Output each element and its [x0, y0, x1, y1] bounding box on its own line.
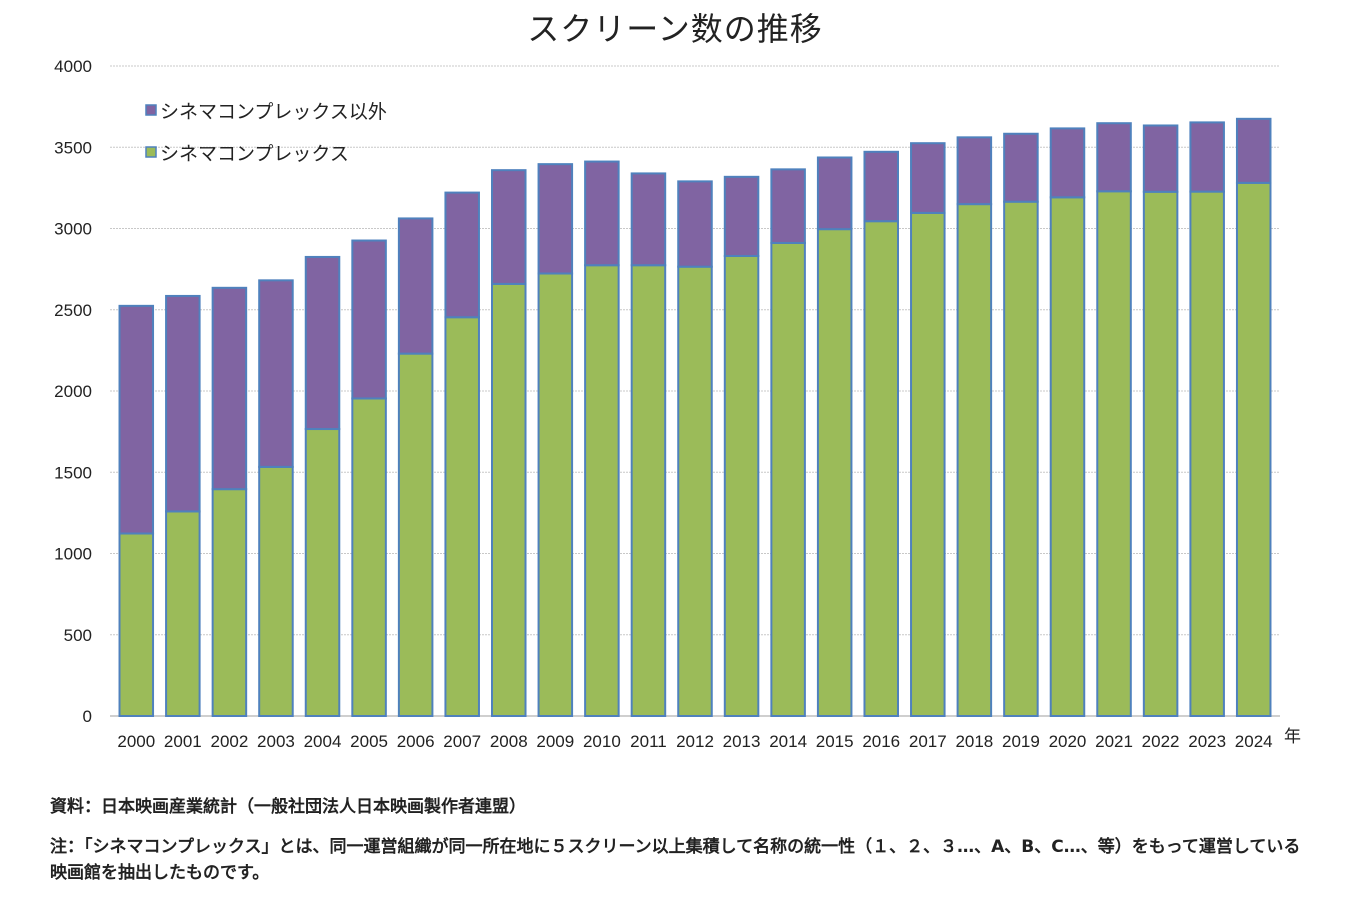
bar-segment — [1142, 190, 1179, 717]
bar-segment — [630, 172, 667, 267]
bar-segment — [910, 142, 946, 214]
x-tick-label: 2001 — [164, 732, 202, 751]
bar-segment — [723, 175, 760, 257]
x-tick-label: 2013 — [723, 732, 761, 751]
bar-segment — [258, 279, 294, 468]
x-tick-label: 2014 — [769, 732, 807, 751]
bar-segment — [1003, 200, 1039, 717]
legend-label: シネマコンプレックス — [160, 143, 349, 165]
bar-segment — [165, 510, 201, 717]
bar-segment — [770, 168, 806, 244]
y-tick-label: 4000 — [54, 57, 92, 76]
x-tick-label: 2017 — [909, 732, 947, 751]
x-tick-label: 2020 — [1049, 732, 1087, 751]
bar-segment — [1049, 196, 1086, 718]
bar-segment — [863, 220, 900, 717]
bar-segment — [537, 272, 574, 717]
bar-segment — [863, 150, 900, 223]
x-tick-label: 2024 — [1235, 732, 1273, 751]
x-tick-label: 2006 — [397, 732, 435, 751]
legend-swatch — [145, 104, 157, 116]
y-tick-label: 1500 — [54, 463, 92, 482]
x-tick-label: 2000 — [117, 732, 155, 751]
y-tick-label: 1000 — [54, 545, 92, 564]
bar-segment — [1235, 117, 1272, 184]
bar-segment — [351, 397, 387, 717]
x-tick-label: 2002 — [210, 732, 248, 751]
bar-segment — [910, 211, 946, 717]
bar-segment — [118, 532, 155, 718]
legend-swatch — [145, 146, 157, 158]
x-tick-label: 2010 — [583, 732, 621, 751]
x-tick-label: 2009 — [536, 732, 574, 751]
bar-segment — [1096, 122, 1132, 193]
x-tick-label: 2012 — [676, 732, 714, 751]
x-tick-label: 2011 — [630, 732, 667, 751]
y-tick-label: 500 — [64, 626, 92, 645]
bar-segment — [537, 163, 574, 275]
bar-segment — [630, 264, 667, 717]
bar-segment — [258, 465, 294, 718]
bar-segment — [677, 180, 713, 268]
x-tick-label: 2018 — [955, 732, 993, 751]
footnote: 注：「シネマコンプレックス」とは、同一運営組織が同一所在地に５スクリーン以上集積… — [50, 837, 1301, 883]
bar-segment — [211, 286, 248, 491]
bar-segment — [397, 217, 434, 355]
x-tick-label: 2016 — [862, 732, 900, 751]
bar-segment — [490, 169, 527, 285]
bar-segment — [304, 255, 341, 431]
bar-segment — [1096, 190, 1132, 718]
y-tick-label: 2000 — [54, 382, 92, 401]
x-tick-label: 2021 — [1095, 732, 1133, 751]
x-tick-label: 2019 — [1002, 732, 1040, 751]
x-axis-ticks: 2000 2001 2002 2003 2004 2005 2006 2007 2008 2009… — [117, 727, 1301, 751]
bar-segment — [211, 488, 248, 717]
bar-segment — [677, 265, 713, 717]
y-tick-label: 2500 — [54, 301, 92, 320]
y-tick-label: 0 — [83, 707, 92, 726]
x-tick-label: 2005 — [350, 732, 388, 751]
x-unit-label: 年 — [1284, 727, 1301, 746]
bar-segment — [165, 294, 201, 513]
bar-segment — [584, 160, 620, 267]
y-tick-label: 3500 — [54, 138, 92, 157]
bar-segment — [1003, 132, 1039, 203]
y-tick-label: 3000 — [54, 220, 92, 239]
x-tick-label: 2023 — [1188, 732, 1226, 751]
bar-segment — [816, 228, 853, 717]
x-tick-label: 2004 — [304, 732, 342, 751]
bar-segment — [118, 304, 155, 535]
bar-segment — [1189, 121, 1225, 193]
bar-segment — [444, 191, 480, 319]
bar-segment — [723, 254, 760, 717]
x-tick-label: 2007 — [443, 732, 481, 751]
chart-title: スクリーン数の推移 — [527, 10, 823, 48]
source-note: 資料：日本映画産業統計（一般社団法人日本映画製作者連盟） — [50, 797, 526, 817]
x-tick-label: 2015 — [816, 732, 854, 751]
bar-segment — [351, 239, 387, 400]
bar-segment — [1235, 181, 1272, 717]
bar-segment — [584, 264, 620, 717]
legend-label: シネマコンプレックス以外 — [160, 101, 387, 123]
bar-segment — [1189, 190, 1225, 718]
bar-segment — [770, 241, 806, 717]
bar-segment — [816, 156, 853, 231]
x-tick-label: 2008 — [490, 732, 528, 751]
bar-segment — [397, 352, 434, 717]
bar-segment — [304, 428, 341, 717]
bar-segment — [1049, 127, 1086, 199]
bar-segment — [444, 316, 480, 717]
bar-segment — [956, 136, 993, 206]
bar-segment — [1142, 124, 1179, 193]
bar-segment — [956, 203, 993, 717]
bars — [118, 117, 1272, 718]
y-axis-ticks: 0 500 1000 1500 2000 2500 3000 3500 4000 — [54, 57, 92, 726]
bar-segment — [490, 282, 527, 717]
x-tick-label: 2003 — [257, 732, 295, 751]
x-tick-label: 2022 — [1142, 732, 1180, 751]
